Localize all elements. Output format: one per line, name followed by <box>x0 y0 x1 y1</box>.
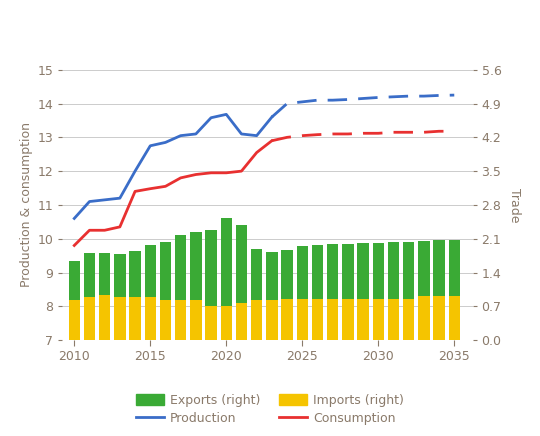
Bar <box>114 297 126 340</box>
Text: EU poultry meat market balance (million t): EU poultry meat market balance (million … <box>104 24 422 39</box>
Bar <box>373 299 384 340</box>
Bar <box>266 300 278 340</box>
Bar <box>281 299 293 340</box>
Bar <box>281 249 293 340</box>
Bar <box>266 252 278 340</box>
Bar <box>69 261 80 340</box>
Bar <box>327 244 339 340</box>
Bar <box>99 296 110 340</box>
Bar <box>357 243 369 340</box>
Bar <box>160 300 171 340</box>
Bar <box>403 242 414 340</box>
Bar <box>342 244 354 340</box>
Bar <box>190 300 201 340</box>
Bar <box>205 306 217 340</box>
Bar <box>84 253 95 340</box>
Bar <box>342 299 354 340</box>
Bar <box>251 300 262 340</box>
Bar <box>145 245 156 340</box>
Text: GRAPH 4.7: GRAPH 4.7 <box>10 23 115 41</box>
Bar <box>220 306 232 340</box>
Bar <box>175 300 186 340</box>
Bar <box>403 299 414 340</box>
Bar <box>69 300 80 340</box>
Bar <box>236 225 247 340</box>
Bar <box>434 240 445 340</box>
Bar <box>130 297 141 340</box>
Bar <box>434 296 445 340</box>
Y-axis label: Trade: Trade <box>509 187 522 222</box>
Bar <box>190 232 201 340</box>
Bar <box>84 297 95 340</box>
Bar <box>418 242 429 340</box>
Bar <box>236 303 247 340</box>
Bar <box>312 245 323 340</box>
Bar <box>388 242 399 340</box>
Bar <box>312 299 323 340</box>
Legend: Exports (right), Production, Imports (right), Consumption: Exports (right), Production, Imports (ri… <box>131 389 409 430</box>
Bar <box>220 218 232 340</box>
Bar <box>357 299 369 340</box>
Bar <box>296 246 308 340</box>
Bar <box>327 299 339 340</box>
Bar <box>130 251 141 340</box>
Bar <box>373 243 384 340</box>
Bar <box>418 296 429 340</box>
Bar <box>175 235 186 340</box>
Bar <box>99 253 110 340</box>
Bar <box>388 299 399 340</box>
Bar <box>114 254 126 340</box>
Bar <box>205 230 217 340</box>
Y-axis label: Production & consumption: Production & consumption <box>20 123 33 287</box>
Bar <box>449 240 460 340</box>
Bar <box>296 299 308 340</box>
Bar <box>145 297 156 340</box>
Bar <box>251 249 262 340</box>
Bar <box>160 242 171 340</box>
Bar <box>449 296 460 340</box>
